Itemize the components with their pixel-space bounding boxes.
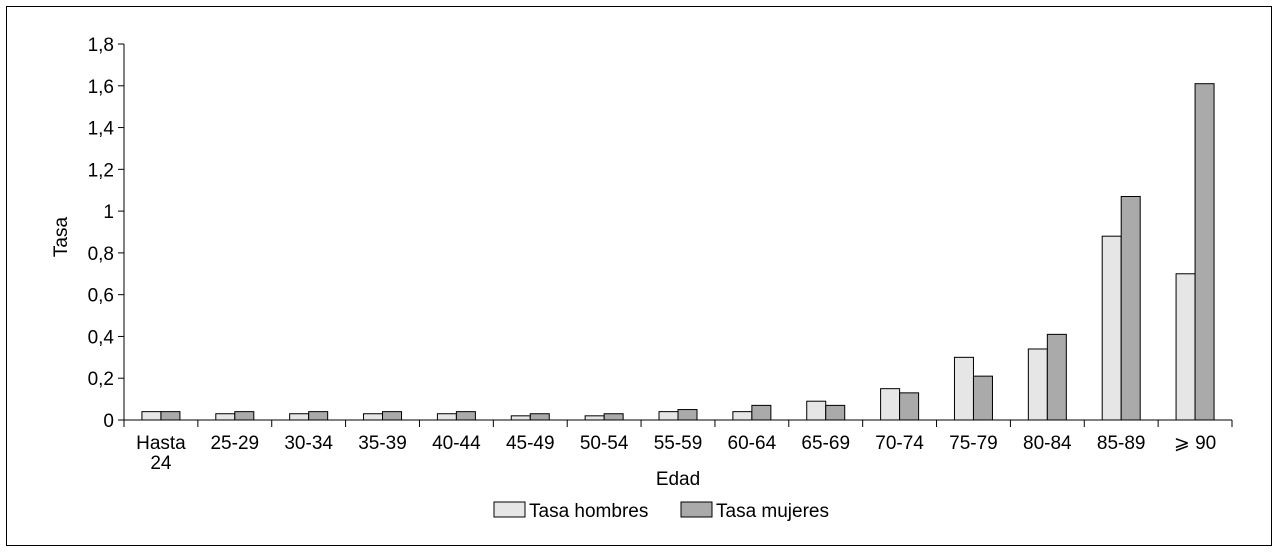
chart-frame: 0 0,2 0,4 0,6 0,8 1 1,2 1,4 1,6 1,8 Hasta 24 25-29 3… [6,6,1272,546]
bar-mujeres [308,411,329,421]
x-tick-label: 75-79 [949,433,998,454]
y-tick-label: 1,6 [88,77,114,98]
bar-mujeres [529,413,550,421]
bar-hombres [363,413,384,421]
y-tick-label: 0,6 [88,286,114,307]
bar-mujeres [677,409,698,421]
bar-mujeres [751,404,772,421]
legend-label: Tasa mujeres [716,501,829,522]
y-tick-label: 0,8 [88,244,114,265]
x-axis-label: Edad [656,469,700,490]
bar-hombres [880,388,901,421]
y-tick-label: 0 [103,411,114,432]
x-tick-label: ⩾ 90 [1174,433,1216,454]
bar-hombres [658,411,679,421]
bar-hombres [289,413,310,421]
x-tick-label: 30-34 [284,433,333,454]
bar-mujeres [382,411,403,421]
legend-swatch [493,501,526,518]
bar-hombres [141,411,162,421]
bar-hombres [510,415,531,421]
x-tick-label: 40-44 [432,433,481,454]
legend: Tasa hombres Tasa mujeres [493,501,829,522]
bar-mujeres [1120,195,1141,421]
bar-mujeres [1046,333,1067,421]
legend-label: Tasa hombres [529,501,648,522]
bar-mujeres [972,375,993,421]
x-tick-label: 70-74 [875,433,924,454]
x-tick-label: 55-59 [654,433,703,454]
y-axis: 0 0,2 0,4 0,6 0,8 1 1,2 1,4 1,6 1,8 [88,35,125,432]
bars [141,83,1215,421]
bar-mujeres [1194,83,1215,421]
bar-hombres [1175,273,1196,421]
bar-hombres [953,356,974,421]
bar-hombres [1027,348,1048,421]
bar-mujeres [899,392,920,421]
y-tick-label: 0,4 [88,327,115,348]
y-tick-label: 1,8 [88,35,114,56]
x-tick-label: 25-29 [210,433,259,454]
x-tick-label: 65-69 [801,433,850,454]
y-tick-label: 1,2 [88,160,114,181]
bar-mujeres [825,404,846,421]
x-tick-label: 35-39 [358,433,407,454]
x-tick-label: 50-54 [580,433,629,454]
y-tick-label: 1,4 [88,119,115,140]
y-axis-label: Tasa [51,217,72,258]
bar-mujeres [455,411,476,421]
x-tick-label: Hasta [136,433,186,454]
y-tick-label: 0,2 [88,369,114,390]
bar-hombres [732,411,753,421]
bar-mujeres [603,413,624,421]
legend-swatch [680,501,713,518]
bar-hombres [584,415,605,421]
x-tick-label: 45-49 [506,433,555,454]
bar-hombres [806,400,827,421]
x-tick-label: 85-89 [1097,433,1146,454]
bar-hombres [1101,235,1122,421]
x-tick-label: 80-84 [1023,433,1072,454]
bar-hombres [215,413,236,421]
bar-mujeres [234,411,255,421]
y-tick-label: 1 [103,202,114,223]
bar-mujeres [160,411,181,421]
bar-hombres [436,413,457,421]
x-tick-label: 60-64 [728,433,777,454]
x-tick-label: 24 [150,453,172,474]
